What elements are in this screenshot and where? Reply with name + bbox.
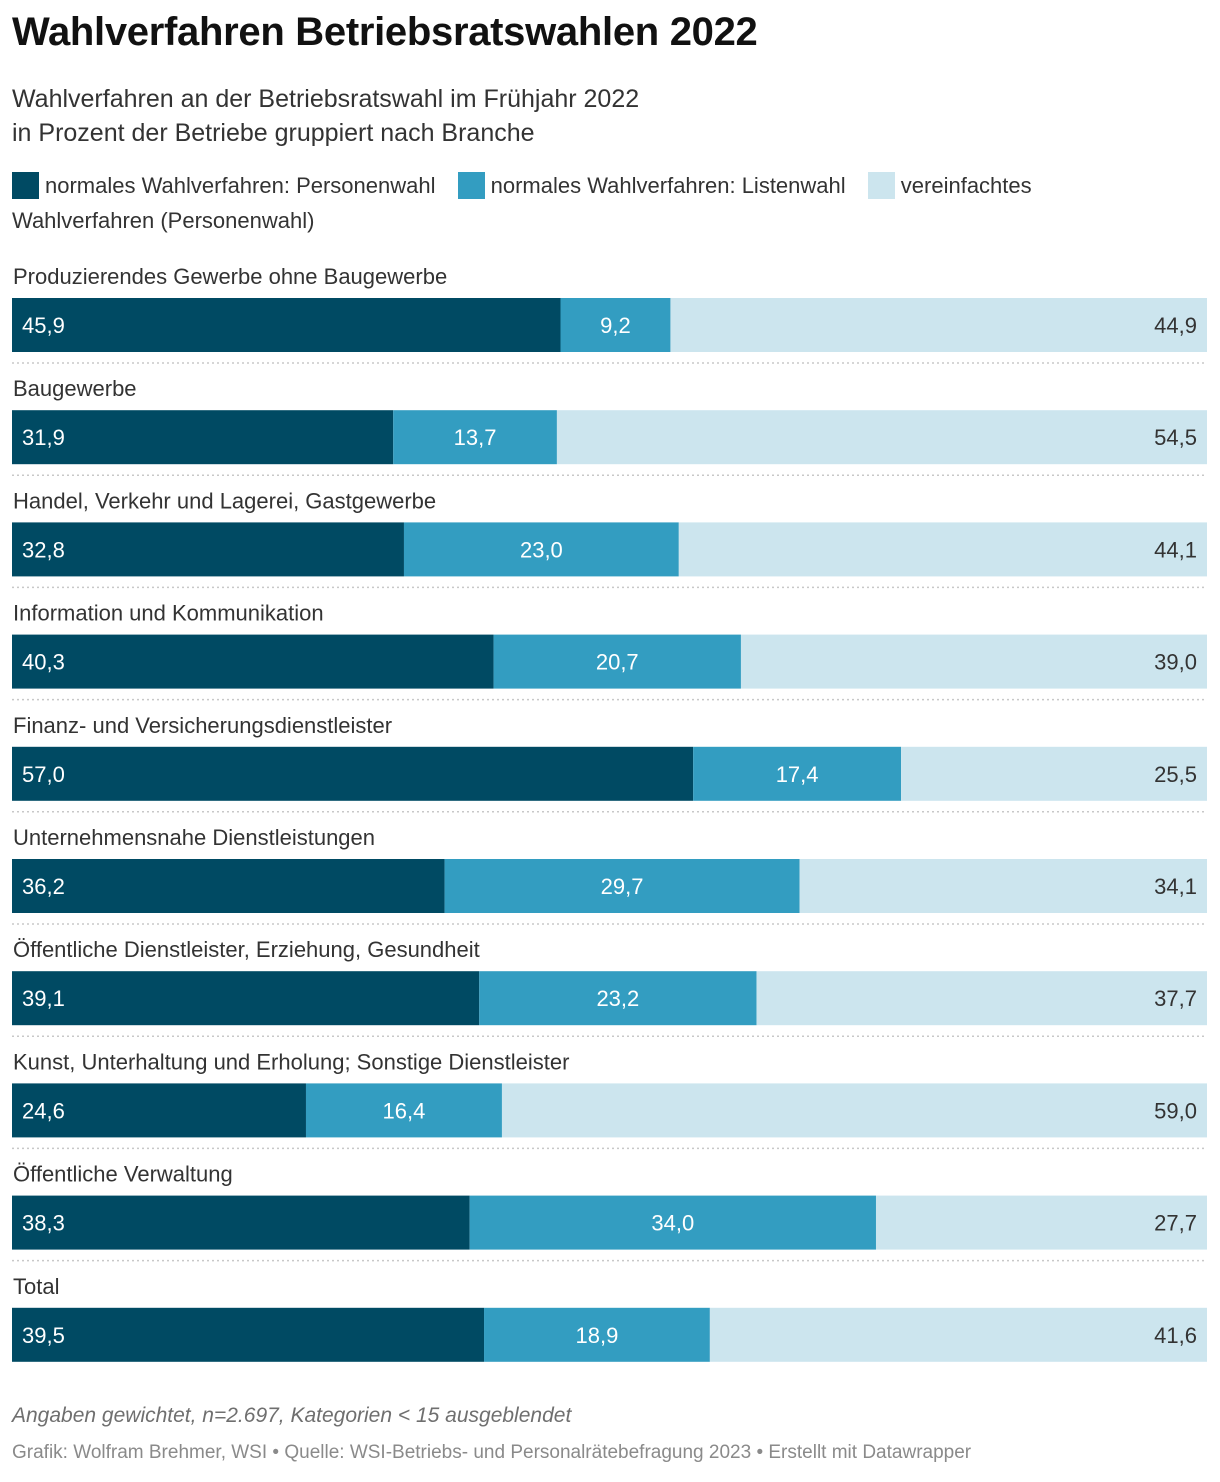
- bar-segment-2-row-3: [403, 522, 679, 577]
- bar-segment-3-row-6: [799, 859, 1207, 913]
- legend-swatch-personenwahl: [12, 172, 39, 199]
- value-label-3-row-6: 34,1: [1154, 874, 1197, 899]
- value-label-1-row-6: 36,2: [22, 874, 65, 899]
- category-label-baugewerbe: Baugewerbe: [13, 376, 137, 401]
- bar-segment-3-row-7: [756, 971, 1207, 1026]
- value-label-1-row-5: 57,0: [22, 762, 65, 787]
- bar-segment-3-row-5: [901, 746, 1207, 801]
- value-label-1-row-7: 39,1: [22, 986, 65, 1011]
- bar-segment-1-row-6: [12, 859, 445, 913]
- chart-legend: normales Wahlverfahren: Personenwahl nor…: [12, 168, 1162, 238]
- value-label-3-row-5: 25,5: [1154, 762, 1197, 787]
- bar-segment-3-row-4: [740, 634, 1207, 689]
- bar-segment-1-row-5: [12, 746, 694, 801]
- value-label-1-row-4: 40,3: [22, 650, 65, 675]
- value-label-2-row-10: 18,9: [576, 1323, 619, 1348]
- category-label-unternehmensnahe-dienstleistungen: Unternehmensnahe Dienstleistungen: [13, 825, 375, 850]
- value-label-1-row-8: 24,6: [22, 1098, 65, 1123]
- value-label-2-row-6: 29,7: [601, 874, 644, 899]
- bar-segment-1-row-4: [12, 634, 494, 689]
- bar-segment-2-row-2: [393, 410, 557, 465]
- value-label-3-row-9: 27,7: [1154, 1211, 1197, 1236]
- legend-item-personenwahl: normales Wahlverfahren: Personenwahl: [12, 172, 442, 199]
- legend-swatch-listenwahl: [457, 172, 485, 199]
- value-label-2-row-3: 23,0: [520, 537, 563, 562]
- bar-segment-1-row-9: [12, 1195, 470, 1250]
- bar-segment-2-row-6: [444, 859, 800, 913]
- bar-segment-1-row-1: [12, 298, 561, 352]
- value-label-3-row-7: 37,7: [1154, 986, 1197, 1011]
- value-label-2-row-2: 13,7: [454, 425, 497, 450]
- legend-item-listenwahl: normales Wahlverfahren: Listenwahl: [457, 172, 852, 199]
- category-label-handel-verkehr-und-lagerei-gastgewerbe: Handel, Verkehr und Lagerei, Gastgewerbe: [13, 488, 436, 513]
- value-label-2-row-9: 34,0: [651, 1211, 694, 1236]
- category-label-information-und-kommunikation: Information und Kommunikation: [13, 601, 324, 626]
- bar-segment-3-row-2: [556, 410, 1207, 465]
- category-label-finanz-und-versicherungsdienstleister: Finanz- und Versicherungsdienstleister: [13, 713, 392, 738]
- legend-label-vereinfacht: vereinfachtes Wahlverfahren (Personenwah…: [12, 173, 1032, 233]
- bar-segment-2-row-10: [484, 1307, 710, 1362]
- value-label-1-row-10: 39,5: [22, 1323, 65, 1348]
- legend-label-listenwahl: normales Wahlverfahren: Listenwahl: [490, 173, 846, 198]
- category-label-öffentliche-verwaltung: Öffentliche Verwaltung: [13, 1162, 233, 1187]
- value-label-3-row-8: 59,0: [1154, 1098, 1197, 1123]
- chart-title: Wahlverfahren Betriebsratswahlen 2022: [12, 10, 758, 54]
- chart-footnote: Angaben gewichtet, n=2.697, Kategorien <…: [12, 1404, 572, 1427]
- value-label-2-row-8: 16,4: [383, 1098, 426, 1123]
- legend-swatch-vereinfacht: [867, 172, 895, 199]
- value-label-3-row-1: 44,9: [1154, 313, 1197, 338]
- value-label-1-row-3: 32,8: [22, 537, 65, 562]
- bar-segment-2-row-4: [493, 634, 741, 689]
- value-label-3-row-10: 41,6: [1154, 1323, 1197, 1348]
- legend-label-personenwahl: normales Wahlverfahren: Personenwahl: [45, 173, 436, 198]
- value-label-2-row-7: 23,2: [596, 986, 639, 1011]
- category-label-kunst-unterhaltung-und-erholung-sonstige-dienstleister: Kunst, Unterhaltung und Erholung; Sonsti…: [13, 1049, 569, 1074]
- subtitle-line-2: in Prozent der Betriebe gruppiert nach B…: [12, 119, 535, 147]
- bar-segment-1-row-7: [12, 971, 480, 1026]
- value-label-2-row-4: 20,7: [596, 650, 639, 675]
- value-label-1-row-2: 31,9: [22, 425, 65, 450]
- bar-segment-1-row-10: [12, 1307, 485, 1362]
- bar-segment-2-row-8: [305, 1083, 502, 1138]
- subtitle-line-1: Wahlverfahren an der Betriebsratswahl im…: [12, 85, 640, 113]
- category-label-produzierendes-gewerbe-ohne-baugewerbe: Produzierendes Gewerbe ohne Baugewerbe: [13, 264, 447, 289]
- category-label-total: Total: [13, 1274, 59, 1299]
- bar-segment-2-row-9: [469, 1195, 876, 1250]
- category-label-öffentliche-dienstleister-erziehung-gesundheit: Öffentliche Dienstleister, Erziehung, Ge…: [13, 937, 480, 962]
- chart-subtitle: Wahlverfahren an der Betriebsratswahl im…: [12, 82, 639, 150]
- bar-segment-3-row-10: [709, 1307, 1207, 1362]
- value-label-2-row-5: 17,4: [776, 762, 819, 787]
- value-label-1-row-9: 38,3: [22, 1211, 65, 1236]
- bar-segment-3-row-9: [875, 1195, 1207, 1250]
- bar-segment-2-row-5: [693, 746, 902, 801]
- value-label-2-row-1: 9,2: [600, 313, 631, 338]
- bar-segment-2-row-1: [560, 298, 671, 352]
- value-label-3-row-4: 39,0: [1154, 650, 1197, 675]
- bar-segment-2-row-7: [479, 971, 757, 1026]
- bar-segment-1-row-8: [12, 1083, 306, 1138]
- bar-segment-1-row-3: [12, 522, 404, 577]
- bar-segment-3-row-8: [501, 1083, 1207, 1138]
- value-label-3-row-2: 54,5: [1154, 425, 1197, 450]
- chart-credits: Grafik: Wolfram Brehmer, WSI • Quelle: W…: [12, 1442, 972, 1463]
- value-label-3-row-3: 44,1: [1154, 537, 1197, 562]
- bar-segment-3-row-1: [670, 298, 1207, 352]
- bar-segment-1-row-2: [12, 410, 394, 465]
- legend-item-vereinfacht: vereinfachtes Wahlverfahren (Personenwah…: [12, 172, 1032, 233]
- bar-segment-3-row-3: [678, 522, 1207, 577]
- value-label-1-row-1: 45,9: [22, 313, 65, 338]
